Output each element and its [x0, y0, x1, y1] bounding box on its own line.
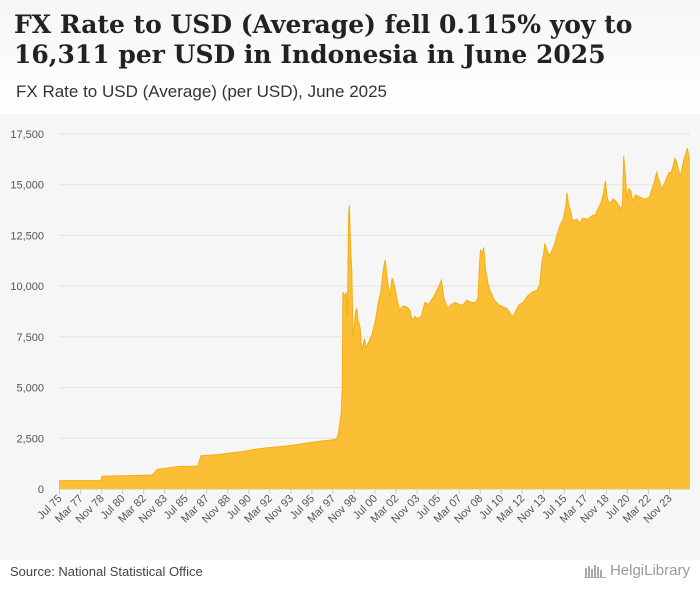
chart-subtitle: FX Rate to USD (Average) (per USD), June… [16, 82, 388, 101]
y-tick-label: 2,500 [16, 433, 44, 445]
header-band [0, 0, 700, 112]
y-tick-label: 0 [38, 484, 44, 496]
y-tick-label: 10,000 [10, 281, 44, 293]
y-axis-ticks: 0 2,500 5,000 7,500 10,000 12,500 15,000 17,500 [10, 129, 44, 496]
series-line [59, 148, 691, 482]
source-note: Source: National Statistical Office [10, 564, 203, 579]
y-tick-label: 5,000 [16, 383, 44, 395]
chart-title: FX Rate to USD (Average) fell 0.115% yoy… [14, 10, 633, 69]
y-tick-label: 17,500 [10, 129, 44, 141]
series-area [59, 148, 690, 489]
area-layer [59, 148, 691, 489]
library-icon [583, 564, 606, 578]
brand-logo[interactable]: HelgiLibrary [583, 562, 690, 579]
y-tick-label: 15,000 [10, 180, 44, 192]
brand-name: HelgiLibrary [609, 562, 690, 579]
y-tick-label: 7,500 [16, 332, 44, 344]
y-tick-label: 12,500 [10, 230, 44, 242]
